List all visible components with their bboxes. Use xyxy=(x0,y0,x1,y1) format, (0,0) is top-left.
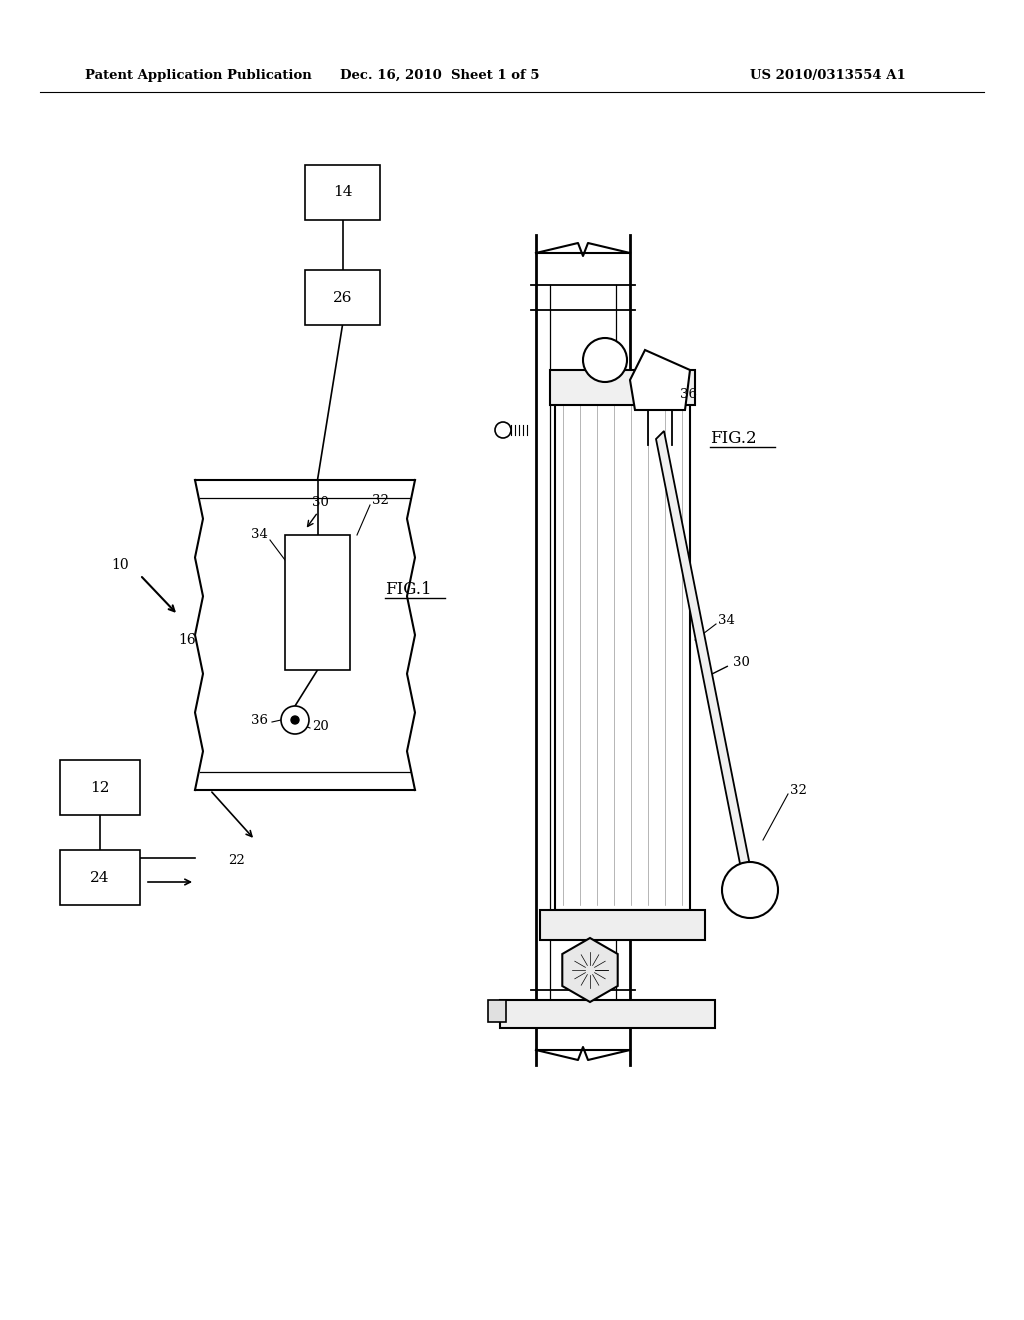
Text: 36: 36 xyxy=(251,714,268,726)
Polygon shape xyxy=(656,432,754,894)
Text: Patent Application Publication: Patent Application Publication xyxy=(85,69,311,82)
Bar xyxy=(60,760,140,814)
Bar xyxy=(305,271,380,325)
Text: 30: 30 xyxy=(733,656,750,669)
Bar xyxy=(488,1001,506,1022)
Text: FIG.2: FIG.2 xyxy=(710,430,757,447)
Bar xyxy=(550,370,695,405)
Circle shape xyxy=(495,422,511,438)
Text: 26: 26 xyxy=(333,290,352,305)
Circle shape xyxy=(291,715,299,723)
Text: 36: 36 xyxy=(680,388,697,401)
Text: 16: 16 xyxy=(178,634,196,647)
Text: 20: 20 xyxy=(312,721,329,734)
Bar xyxy=(60,850,140,906)
Text: 24: 24 xyxy=(90,870,110,884)
Polygon shape xyxy=(630,350,690,411)
Circle shape xyxy=(583,338,627,381)
Bar xyxy=(540,909,705,940)
Circle shape xyxy=(722,862,778,917)
Text: 34: 34 xyxy=(718,614,735,627)
Text: 22: 22 xyxy=(228,854,245,866)
Text: 30: 30 xyxy=(312,495,329,508)
Text: 10: 10 xyxy=(112,558,129,572)
Text: 32: 32 xyxy=(790,784,807,796)
Bar xyxy=(305,165,380,220)
Bar xyxy=(555,400,690,909)
Bar xyxy=(500,1001,715,1028)
Text: Dec. 16, 2010  Sheet 1 of 5: Dec. 16, 2010 Sheet 1 of 5 xyxy=(340,69,540,82)
Text: US 2010/0313554 A1: US 2010/0313554 A1 xyxy=(750,69,906,82)
Text: 34: 34 xyxy=(251,528,268,541)
Circle shape xyxy=(281,706,309,734)
Text: 12: 12 xyxy=(90,780,110,795)
Polygon shape xyxy=(562,939,617,1002)
Text: 14: 14 xyxy=(333,186,352,199)
Bar xyxy=(285,535,350,671)
Text: 32: 32 xyxy=(372,494,389,507)
Text: FIG.1: FIG.1 xyxy=(385,582,432,598)
